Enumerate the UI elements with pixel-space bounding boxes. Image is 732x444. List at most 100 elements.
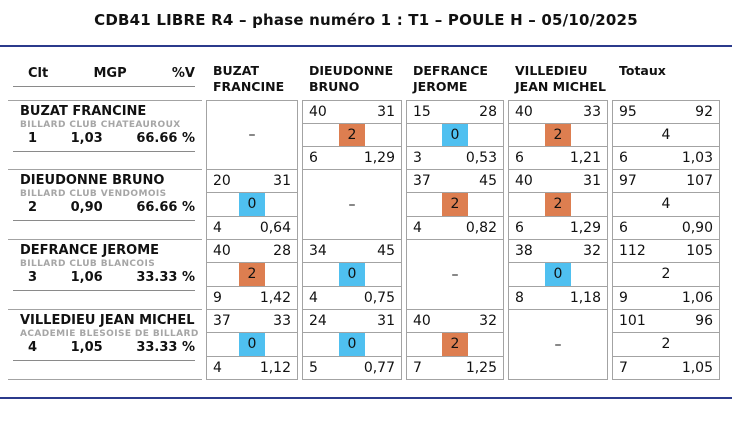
innings: 8 [515,289,524,306]
player-club: BILLARD CLUB CHATEAUROUX [20,120,181,130]
points-for: 24 [309,313,327,330]
page-title: CDB41 LIBRE R4 – phase numéro 1 : T1 – P… [94,11,638,29]
player-stats: 3 1,06 33.33 % [13,270,195,291]
col-header-mgp: MGP [93,66,127,81]
innings: 4 [213,359,222,376]
points-against: 31 [377,313,395,330]
points-for: 40 [413,313,431,330]
total-match-points: 4 [661,196,671,213]
innings: 9 [213,289,222,306]
self-cell: – [406,240,504,310]
points-against: 32 [479,313,497,330]
player-rank: 2 [28,200,38,215]
player-mgp: 1,03 [70,131,103,146]
player-mgp: 1,06 [70,270,103,285]
table-header: Clt MGP %V BUZAT FRANCINE DIEUDONNE BRUN… [8,60,724,98]
col-header-defrance: DEFRANCE JEROME [413,63,488,95]
match-cell: 34 45 0 4 0,75 [302,240,402,310]
player-row-villedieu: VILLEDIEU JEAN MICHEL ACADEMIE BLESOISE … [8,310,724,380]
average: 1,25 [465,359,497,376]
match-cell: 24 31 0 5 0,77 [302,310,402,380]
self-cell: – [206,100,298,170]
match-cell: 38 32 0 8 1,18 [508,240,608,310]
totals-cell: 97 107 4 6 0,90 [612,170,720,240]
match-points-badge: 2 [545,193,571,216]
player-stats: 2 0,90 66.66 % [13,200,195,221]
stats-header: Clt MGP %V [8,60,202,98]
col-header-pv: %V [171,66,195,81]
innings: 6 [515,219,524,236]
points-against: 32 [583,243,601,260]
points-for: 34 [309,243,327,260]
player-name: VILLEDIEU JEAN MICHEL [20,313,195,328]
points-for: 37 [413,173,431,190]
innings: 7 [413,359,422,376]
player-rank: 4 [28,340,38,355]
match-cell: 40 31 2 6 1,29 [508,170,608,240]
innings: 4 [309,289,318,306]
average: 1,12 [259,359,291,376]
match-points-badge: 0 [339,333,365,356]
col-header-clt: Clt [28,66,49,81]
total-points-for: 97 [619,173,637,190]
average: 0,82 [465,219,497,236]
match-cell: 40 32 2 7 1,25 [406,310,504,380]
player-name: DIEUDONNE BRUNO [20,173,165,188]
total-innings: 9 [619,289,628,306]
average: 1,42 [259,289,291,306]
points-against: 33 [273,313,291,330]
average: 0,75 [363,289,395,306]
points-against: 45 [377,243,395,260]
total-average: 0,90 [681,219,713,236]
col-header-buzat: BUZAT FRANCINE [213,63,285,95]
match-points-badge: 2 [545,124,571,146]
player-info: VILLEDIEU JEAN MICHEL ACADEMIE BLESOISE … [8,310,202,380]
match-cell: 40 28 2 9 1,42 [206,240,298,310]
points-against: 33 [583,104,601,120]
points-for: 40 [515,173,533,190]
points-against: 31 [377,104,395,120]
totals-cell: 112 105 2 9 1,06 [612,240,720,310]
player-info: BUZAT FRANCINE BILLARD CLUB CHATEAUROUX … [8,100,202,170]
player-info: DEFRANCE JEROME BILLARD CLUB BLANCOIS 3 … [8,240,202,310]
dash: – [348,196,356,213]
points-against: 31 [583,173,601,190]
player-club: ACADEMIE BLESOISE DE BILLARD [20,329,199,339]
match-cell: 37 33 0 4 1,12 [206,310,298,380]
match-cell: 37 45 2 4 0,82 [406,170,504,240]
points-against: 31 [273,173,291,190]
total-innings: 6 [619,219,628,236]
total-average: 1,06 [681,289,713,306]
points-for: 20 [213,173,231,190]
innings: 6 [309,150,318,166]
player-rank: 3 [28,270,38,285]
points-for: 40 [515,104,533,120]
average: 1,21 [569,150,601,166]
average: 1,29 [569,219,601,236]
total-points-against: 107 [686,173,713,190]
match-cell: 40 31 2 6 1,29 [302,100,402,170]
average: 0,77 [363,359,395,376]
col-header-villedieu: VILLEDIEU JEAN MICHEL [515,63,606,95]
total-match-points: 2 [661,266,671,283]
player-pv: 66.66 % [136,131,195,146]
dash: – [554,336,562,353]
average: 1,18 [569,289,601,306]
total-points-for: 101 [619,313,646,330]
player-club: BILLARD CLUB BLANCOIS [20,259,156,269]
match-points-badge: 0 [239,333,265,356]
player-pv: 33.33 % [136,340,195,355]
points-for: 38 [515,243,533,260]
self-cell: – [302,170,402,240]
innings: 6 [515,150,524,166]
total-match-points: 4 [661,127,671,143]
match-cell: 40 33 2 6 1,21 [508,100,608,170]
player-row-dieudonne: DIEUDONNE BRUNO BILLARD CLUB VENDOMOIS 2… [8,170,724,240]
match-points-badge: 0 [442,124,468,146]
bottom-divider [0,397,732,399]
player-rank: 1 [28,131,38,146]
average: 0,53 [465,150,497,166]
innings: 4 [413,219,422,236]
match-cell: 20 31 0 4 0,64 [206,170,298,240]
